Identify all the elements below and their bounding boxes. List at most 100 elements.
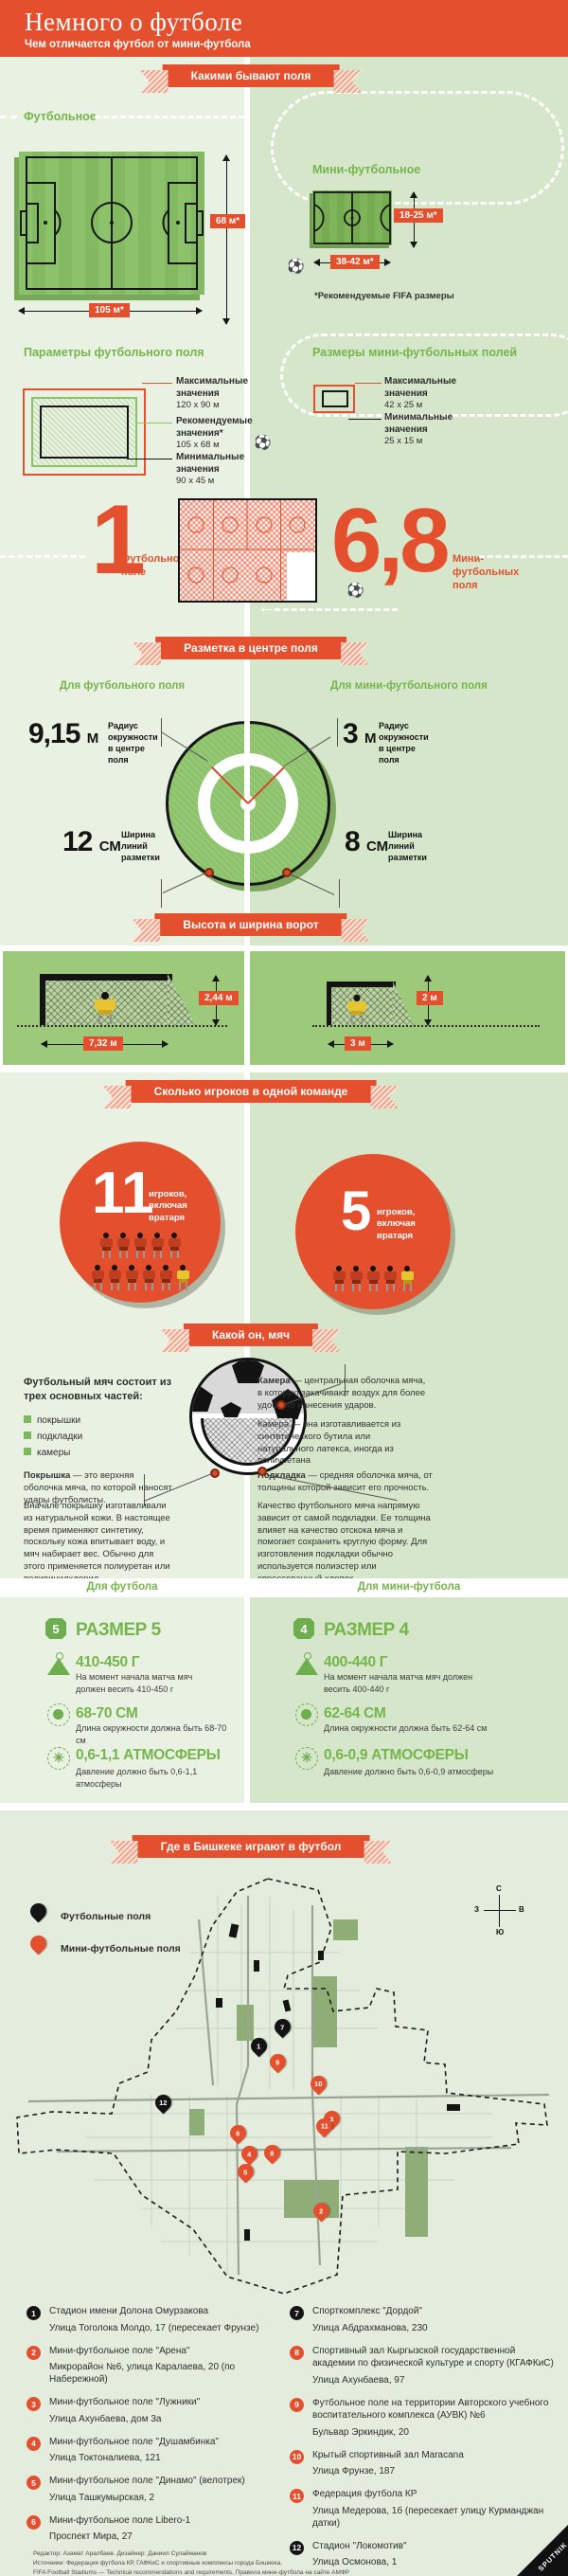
center-mini-heading: Для мини-футбольного поля (330, 680, 488, 692)
compass-w: З (474, 1905, 480, 1914)
football-line-value: 12 СМ (62, 826, 121, 858)
mini-goal-height-value: 2 м (417, 991, 443, 1005)
unit: М (364, 730, 377, 747)
weight-icon (295, 1652, 318, 1675)
weight-icon (47, 1652, 70, 1675)
venue-address: Улица Тоголока Молдо, 17 (пересекает Фру… (49, 2322, 259, 2333)
pressure-icon: ✳ (295, 1747, 318, 1770)
camera-text: — центральная оболочка мяча, в которую з… (257, 1376, 426, 1411)
size-title: РАЗМЕР 4 (324, 1620, 409, 1640)
pin-number: 12 (159, 2099, 168, 2107)
venue-address: Улица Осмонова, 1 (312, 2557, 398, 2567)
player-icon (125, 1265, 138, 1290)
param-label: Максимальные значения (176, 376, 249, 399)
part-label: камеры (37, 1448, 71, 1458)
compass-s: Ю (496, 1928, 505, 1937)
ratio-remainder (287, 552, 315, 601)
line-label: Ширина линий разметки (121, 830, 160, 863)
credits: Редактор: Азамат Аралбаев. Дизайнер: Дан… (33, 2549, 349, 2576)
cover-dot (210, 1468, 220, 1478)
venue-address: Улица Медерова, 1б (пересекает улицу Кур… (312, 2505, 544, 2529)
param-value: 25 x 15 м (384, 436, 423, 446)
pin-number: 8 (270, 2149, 275, 2158)
page-subtitle: Чем отличается футбол от мини-футбола (25, 39, 251, 50)
tick (339, 879, 340, 908)
ball-anatomy (189, 1358, 307, 1475)
pin-number: 7 (280, 2023, 285, 2032)
venue-item: 5 Мини-футбольное поле "Динамо" (велотрек… (27, 2475, 263, 2504)
soccer-ball-icon: ⚽ (254, 435, 272, 451)
players-count: 5 (341, 1180, 372, 1242)
venue-address: Улица Абдрахманова, 230 (312, 2322, 428, 2333)
venue-item: 6 Мини-футбольное поле Libero-1 Проспект М… (27, 2514, 263, 2544)
camera-paragraph: Камера — центральная оболочка мяча, в ко… (257, 1376, 428, 1412)
compass-we-line (484, 1910, 516, 1911)
param-label: Максимальные значения (384, 376, 457, 399)
venue-address: Улица Ахунбаева, дом 3а (49, 2413, 162, 2424)
football-radius-value: 9,15 М (28, 718, 98, 750)
player-icon (151, 1233, 164, 1258)
goal-height-value: 2,44 м (199, 991, 239, 1005)
params-mini-heading: Размеры мини-футбольных полей (312, 346, 518, 359)
size-stat-desc: Давление должно быть 0,6-1,1 атмосферы (76, 1767, 198, 1789)
football-height-value: 68 м* (210, 214, 246, 228)
venue-badge: 9 (290, 2397, 304, 2412)
venue-address: Бульвар Эркиндик, 20 (312, 2426, 409, 2438)
size-stat-value: 68-70 СМ (76, 1705, 138, 1721)
mini-pitch (312, 190, 392, 245)
pin-number: 10 (314, 2080, 323, 2088)
mini-goal-crossbar (327, 982, 396, 987)
leader-max (142, 383, 172, 384)
mini-min-rect (322, 390, 348, 407)
mini-line-value: 8 СМ (345, 826, 388, 858)
players-row (60, 1233, 221, 1263)
camera-paragraph-2: Камера — она изготавливается из синтетич… (257, 1419, 401, 1467)
pressure-icon: ✳ (47, 1747, 70, 1770)
ribbon-ball: Какой он, мяч (183, 1324, 319, 1346)
pin-number: 11 (320, 2122, 328, 2131)
lining-title: Подкладка (257, 1470, 306, 1481)
player-icon (108, 1265, 121, 1290)
size-stat-desc: Длина окружности должна быть 62-64 см (324, 1723, 488, 1733)
mini-height-value: 18-25 м* (394, 208, 443, 223)
param-label: Минимальные значения (176, 452, 245, 475)
venue-address: Проспект Мира, 27 (49, 2531, 133, 2542)
player-icon (383, 1266, 397, 1291)
tick (144, 1474, 145, 1506)
football-field-label: Футбольное (24, 110, 97, 123)
venues-column-right: 7 Спорткомплекс "Дордой" Улица Абдрахманов… (290, 2305, 557, 2576)
section-fields: Какими бывают поля Футбольное 68 м* 105 … (0, 57, 568, 946)
size-badge: 5 (45, 1618, 66, 1639)
lining-paragraph: Подкладка — средняя оболочка мяча, от то… (257, 1470, 437, 1495)
param-row: Минимальные значения 25 x 15 м (384, 411, 488, 447)
credits-line: Источники: Федерация футбола КР, ГАФКиС … (33, 2560, 283, 2567)
ground-line (312, 1025, 540, 1027)
venue-address: Улица Фрунзе, 187 (312, 2466, 396, 2477)
mini-goal-post (327, 982, 331, 1025)
dash-decor (0, 555, 85, 558)
ratio-football-label: Футбольное поле (121, 553, 186, 578)
players-circle-mini: 5 игроков, включая вратаря (295, 1154, 451, 1309)
players-count: 11 (92, 1161, 154, 1226)
dash-decor (0, 116, 17, 118)
size-stat-value: 0,6-1,1 АТМОСФЕРЫ (76, 1747, 221, 1763)
section-map: Где в Бишкеке играют в футбол (0, 1810, 568, 2576)
player-icon (366, 1266, 380, 1291)
params-football-heading: Параметры футбольного поля (24, 346, 204, 359)
size-stat-value: 62-64 СМ (324, 1705, 386, 1721)
city-boundary (16, 1878, 548, 2295)
ratio-football-count: 1 (91, 485, 146, 595)
value: 12 (62, 826, 93, 857)
bullet-icon (24, 1415, 31, 1423)
mini-field-label: Мини-футбольное (312, 163, 421, 176)
compass-rose: С Ю З В (474, 1884, 524, 1937)
dash-loop-decor (271, 91, 564, 205)
players-caption: игроков, включая вратаря (149, 1189, 187, 1223)
mini-goal-net (328, 987, 393, 1025)
part-label: покрышки (37, 1415, 81, 1426)
tick (161, 879, 162, 908)
venue-address: Улица Ахунбаева, 97 (312, 2374, 405, 2386)
leader-mini-min (348, 419, 382, 420)
goal-panel-right (250, 951, 565, 1065)
lining-paragraph-2: Качество футбольного мяча напрямую завис… (257, 1501, 431, 1584)
